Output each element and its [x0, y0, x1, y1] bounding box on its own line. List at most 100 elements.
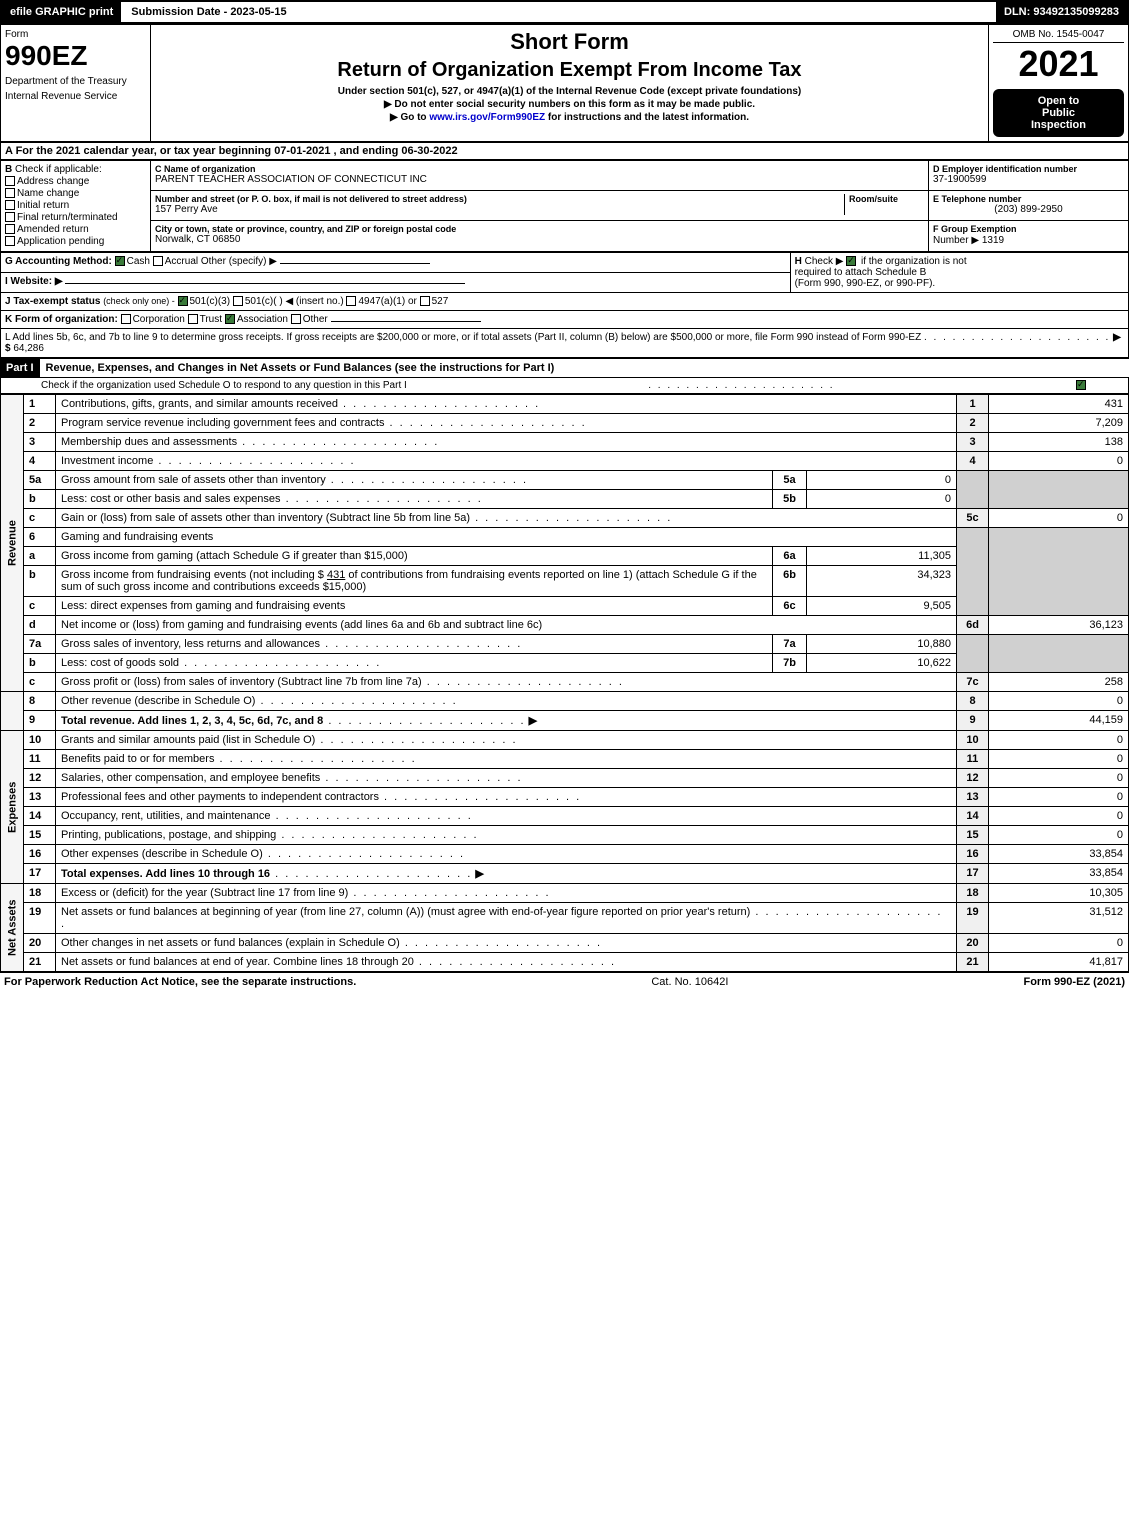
dots-15 [276, 829, 478, 841]
row-7c-desc: Gross profit or (loss) from sales of inv… [61, 676, 422, 688]
website-input[interactable] [65, 283, 465, 284]
row-7b-num: b [24, 654, 56, 673]
line-l-value: 64,286 [13, 343, 44, 354]
row-17-val: 33,854 [989, 864, 1129, 884]
dots-p1 [648, 380, 834, 391]
line-j-small: (check only one) - [103, 296, 175, 306]
irs-link[interactable]: www.irs.gov/Form990EZ [429, 112, 545, 123]
row-17-ln: 17 [957, 864, 989, 884]
row-5a-num: 5a [24, 471, 56, 490]
opt-accrual: Accrual [165, 256, 198, 267]
footer-form: 990-EZ [1054, 976, 1090, 988]
chk-schedule-o[interactable] [1076, 380, 1086, 390]
short-form-title: Short Form [155, 29, 984, 55]
inspect-line1: Open to [999, 95, 1118, 107]
line-j-label: J Tax-exempt status [5, 296, 100, 307]
other-specify-input[interactable] [280, 263, 430, 264]
revenue-vlabel: Revenue [1, 395, 24, 692]
chk-other-org[interactable] [291, 314, 301, 324]
dots-8 [255, 695, 457, 707]
row-7c-num: c [24, 673, 56, 692]
dots-17 [270, 868, 472, 880]
row-6d-num: d [24, 616, 56, 635]
line-h-text3: required to attach Schedule B [795, 267, 927, 278]
opt-4947: 4947(a)(1) or [358, 296, 416, 307]
chk-amended-return[interactable] [5, 224, 15, 234]
form-header: Form 990EZ Department of the Treasury In… [0, 24, 1129, 142]
row-9-num: 9 [24, 711, 56, 731]
inspect-line2: Public [999, 107, 1118, 119]
part-1-check-row: Check if the organization used Schedule … [0, 377, 1129, 394]
dots-20 [400, 937, 602, 949]
dots-3 [237, 436, 439, 448]
netassets-vlabel: Net Assets [1, 884, 24, 972]
footer-right: Form 990-EZ (2021) [1023, 976, 1125, 988]
row-15-ln: 15 [957, 826, 989, 845]
row-6d-val: 36,123 [989, 616, 1129, 635]
opt-application-pending: Application pending [17, 236, 104, 247]
line-h-label: H [795, 256, 802, 267]
submission-date: Submission Date - 2023-05-15 [123, 2, 294, 22]
inspect-line3: Inspection [999, 119, 1118, 131]
footer: For Paperwork Reduction Act Notice, see … [0, 972, 1129, 991]
chk-application-pending[interactable] [5, 236, 15, 246]
chk-501c[interactable] [233, 296, 243, 306]
row-21-num: 21 [24, 953, 56, 972]
part-1-label: Part I [0, 359, 40, 377]
line-g-label: G Accounting Method: [5, 256, 112, 267]
dots-l [924, 332, 1110, 343]
row-6a-sv: 11,305 [807, 547, 957, 566]
info-table: B Check if applicable: Address change Na… [0, 160, 1129, 252]
opt-amended-return: Amended return [17, 224, 89, 235]
chk-4947[interactable] [346, 296, 356, 306]
chk-name-change[interactable] [5, 188, 15, 198]
chk-accrual[interactable] [153, 256, 163, 266]
chk-initial-return[interactable] [5, 200, 15, 210]
dots-5b [281, 493, 483, 505]
dots-7c [422, 676, 624, 688]
opt-address-change: Address change [17, 176, 89, 187]
line-h-text2: if the organization is not [861, 256, 967, 267]
ein-value: 37-1900599 [933, 174, 1124, 185]
row-7b-sv: 10,622 [807, 654, 957, 673]
row-4-val: 0 [989, 452, 1129, 471]
chk-address-change[interactable] [5, 176, 15, 186]
dots-2 [384, 417, 586, 429]
chk-schedule-b[interactable] [846, 256, 856, 266]
efile-print-button[interactable]: efile GRAPHIC print [2, 2, 123, 22]
row-6a-desc: Gross income from gaming (attach Schedul… [56, 547, 773, 566]
group-exemption-number-label: Number ▶ [933, 235, 979, 246]
chk-final-return[interactable] [5, 212, 15, 222]
chk-association[interactable] [225, 314, 235, 324]
check-if-applicable: Check if applicable: [15, 164, 102, 175]
chk-501c3[interactable] [178, 296, 188, 306]
row-7a-sl: 7a [773, 635, 807, 654]
section-c-label: C Name of organization [155, 164, 924, 174]
row-13-num: 13 [24, 788, 56, 807]
chk-corporation[interactable] [121, 314, 131, 324]
row-20-val: 0 [989, 934, 1129, 953]
chk-cash[interactable] [115, 256, 125, 266]
row-6c-desc: Less: direct expenses from gaming and fu… [61, 600, 345, 612]
row-7c-val: 258 [989, 673, 1129, 692]
row-8-desc: Other revenue (describe in Schedule O) [61, 695, 255, 707]
row-17-desc: Total expenses. Add lines 10 through 16 [61, 868, 270, 880]
dept-treasury: Department of the Treasury [5, 76, 146, 87]
row-8-val: 0 [989, 692, 1129, 711]
row-4-desc: Investment income [61, 455, 153, 467]
chk-trust[interactable] [188, 314, 198, 324]
other-org-input[interactable] [331, 321, 481, 322]
row-14-ln: 14 [957, 807, 989, 826]
chk-527[interactable] [420, 296, 430, 306]
line-i-label: I Website: ▶ [5, 276, 63, 287]
subtitle-link[interactable]: ▶ Go to www.irs.gov/Form990EZ for instru… [155, 112, 984, 123]
city-value: Norwalk, CT 06850 [155, 234, 924, 245]
row-2-desc: Program service revenue including govern… [61, 417, 384, 429]
row-6d-ln: 6d [957, 616, 989, 635]
row-9-ln: 9 [957, 711, 989, 731]
line-l-text: L Add lines 5b, 6c, and 7b to line 9 to … [5, 332, 921, 343]
row-20-desc: Other changes in net assets or fund bala… [61, 937, 400, 949]
line-h-check: Check ▶ [805, 256, 844, 267]
row-9-val: 44,159 [989, 711, 1129, 731]
opt-501c3: 501(c)(3) [190, 296, 231, 307]
